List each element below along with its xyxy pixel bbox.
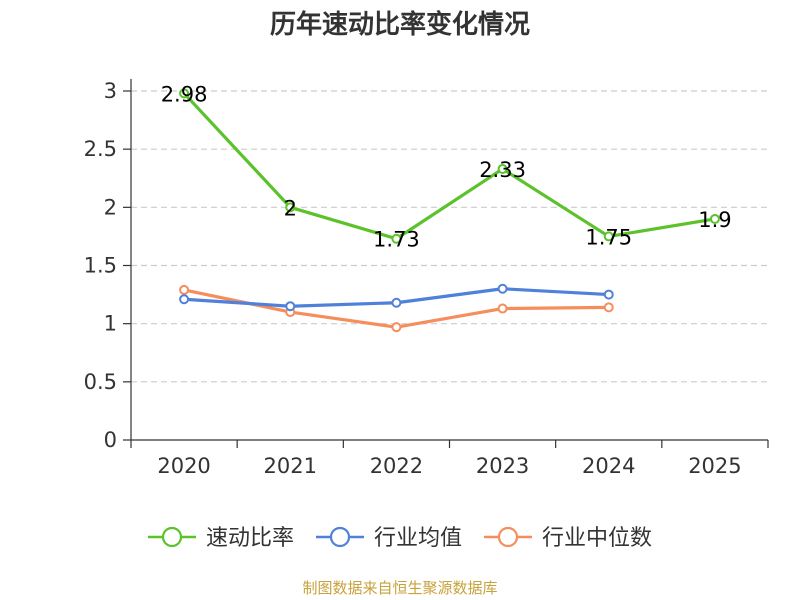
data-point[interactable] xyxy=(179,294,190,305)
legend-item[interactable]: 行业均值 xyxy=(316,526,462,551)
x-tick-label: 2020 xyxy=(157,454,210,478)
data-point[interactable] xyxy=(497,283,508,294)
data-label: 1.9 xyxy=(698,208,731,232)
data-point[interactable] xyxy=(709,213,720,224)
data-point[interactable] xyxy=(603,289,614,300)
series-0 xyxy=(179,88,720,244)
y-tick-label: 2.5 xyxy=(84,137,117,161)
data-point[interactable] xyxy=(497,163,508,174)
legend-marker-icon xyxy=(161,526,183,548)
data-point[interactable] xyxy=(179,88,190,99)
x-tick-label: 2025 xyxy=(688,454,741,478)
legend-label: 行业均值 xyxy=(374,526,462,551)
x-tick-label: 2021 xyxy=(264,454,317,478)
x-tick-label: 2023 xyxy=(476,454,529,478)
data-point[interactable] xyxy=(391,297,402,308)
series-line xyxy=(182,92,716,241)
data-point[interactable] xyxy=(285,301,296,312)
y-tick-label: 1 xyxy=(104,312,117,336)
y-tick-label: 2 xyxy=(104,195,117,219)
legend-label: 行业中位数 xyxy=(542,526,652,551)
y-tick-label: 3 xyxy=(104,79,117,103)
series-line xyxy=(183,288,609,329)
gridlines xyxy=(131,90,768,383)
data-point[interactable] xyxy=(391,322,402,333)
y-tick-label: 0.5 xyxy=(84,370,117,394)
data-label: 2 xyxy=(284,196,297,220)
data-point[interactable] xyxy=(603,302,614,313)
legend-marker-icon xyxy=(497,526,519,548)
data-label: 1.73 xyxy=(373,228,420,252)
legend-marker-icon xyxy=(329,526,351,548)
legend-item[interactable]: 行业中位数 xyxy=(484,526,652,551)
data-point[interactable] xyxy=(285,202,296,213)
series-lines xyxy=(179,88,720,333)
data-point[interactable] xyxy=(179,284,190,295)
data-label: 2.98 xyxy=(161,82,208,106)
data-labels: 2.98 2 1.73 2.33 1.75 1.9 xyxy=(161,82,732,251)
data-point[interactable] xyxy=(391,233,402,244)
legend[interactable]: 速动比率 行业均值 行业中位数 xyxy=(148,526,652,551)
data-label: 1.75 xyxy=(585,225,632,249)
data-point[interactable] xyxy=(497,303,508,314)
y-tick-label: 0 xyxy=(104,428,117,452)
x-tick-label: 2022 xyxy=(370,454,423,478)
chart-title: 历年速动比率变化情况 xyxy=(270,9,530,40)
source-note: 制图数据来自恒生聚源数据库 xyxy=(302,579,497,597)
legend-item[interactable]: 速动比率 xyxy=(148,526,294,551)
series-1 xyxy=(179,283,614,312)
legend-label: 速动比率 xyxy=(206,526,294,551)
x-tick-label: 2024 xyxy=(582,454,635,478)
y-tick-label: 1.5 xyxy=(84,254,117,278)
axes: 0 0.5 1 1.5 2 2.5 3 2020 2021 2022 2023 2024 2025 xyxy=(84,79,769,478)
data-point[interactable] xyxy=(603,231,614,242)
data-label: 2.33 xyxy=(479,158,526,182)
